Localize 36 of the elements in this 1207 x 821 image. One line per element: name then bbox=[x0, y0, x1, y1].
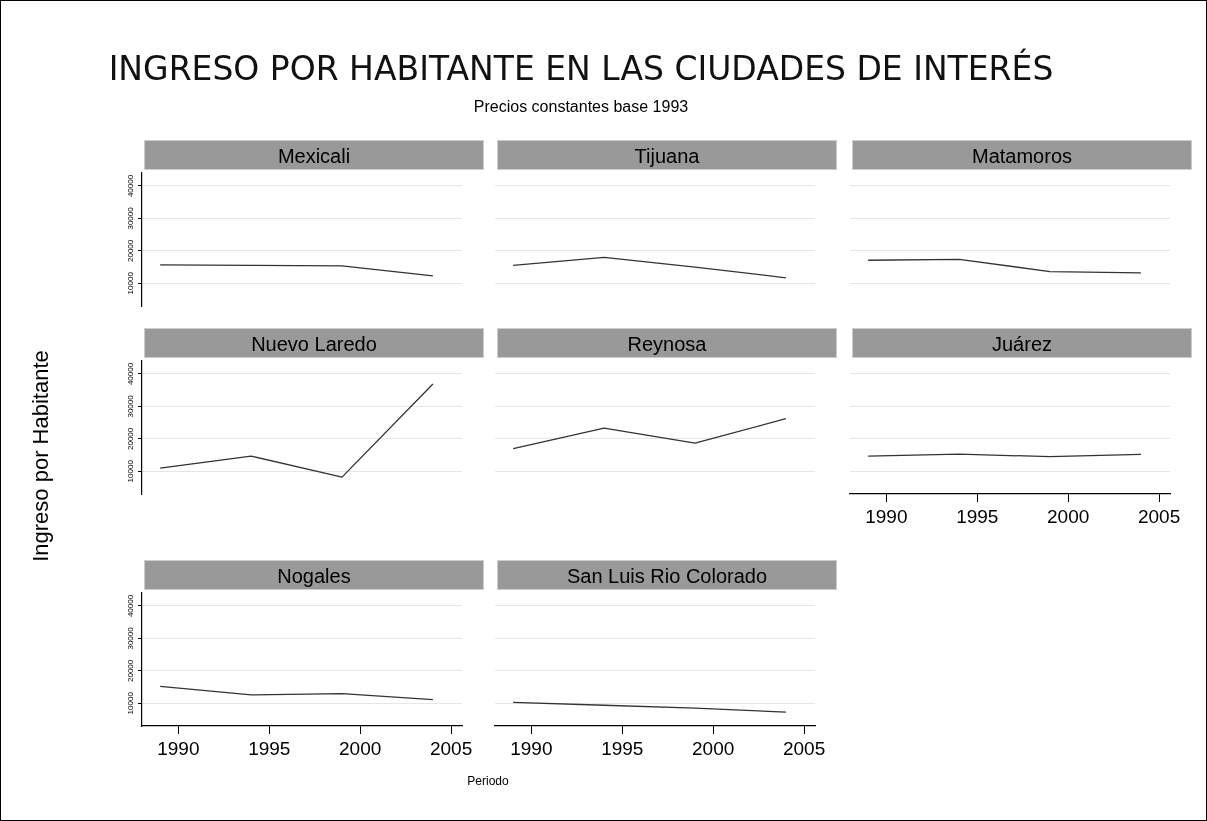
x-tick-label: 1995 bbox=[248, 737, 291, 759]
chart-title: Juárez bbox=[852, 328, 1192, 358]
x-axis-title: Periodo bbox=[467, 774, 509, 788]
x-tick-label: 2005 bbox=[1137, 505, 1181, 527]
y-tick-label: 10000 bbox=[126, 459, 136, 483]
chart-title: Tijuana bbox=[497, 140, 837, 170]
x-tick-label: 1995 bbox=[601, 737, 644, 759]
y-tick-label: 20000 bbox=[126, 659, 136, 682]
y-tick-label: 10000 bbox=[126, 691, 136, 715]
x-tick-label: 2005 bbox=[782, 737, 826, 759]
x-tick-label: 2000 bbox=[692, 737, 735, 759]
chart-title: Nogales bbox=[144, 560, 484, 590]
y-tick-label: 10000 bbox=[126, 271, 136, 295]
y-tick-label: 40000 bbox=[126, 362, 136, 386]
x-tick-label: 2000 bbox=[339, 737, 382, 759]
x-tick-label: 1990 bbox=[865, 505, 908, 527]
chart-title: Mexicali bbox=[144, 140, 484, 170]
chart-title: Nuevo Laredo bbox=[144, 328, 484, 358]
y-tick-label: 20000 bbox=[126, 427, 136, 450]
y-tick-label: 30000 bbox=[126, 206, 136, 230]
chart-title: Reynosa bbox=[497, 328, 837, 358]
y-tick-label: 40000 bbox=[126, 174, 136, 198]
text: Precios constantes base 1993 bbox=[472, 98, 690, 116]
y-axis-title: Ingreso por Habitante bbox=[28, 350, 54, 562]
y-tick-label: 20000 bbox=[126, 239, 136, 262]
y-tick-label: 30000 bbox=[126, 394, 136, 418]
x-tick-label: 1990 bbox=[157, 737, 200, 759]
y-tick-label: 40000 bbox=[126, 594, 136, 618]
text: INGRESO POR HABITANTE EN LAS CIUDADES DE INTERÉS bbox=[107, 49, 1055, 88]
y-tick-label: 30000 bbox=[126, 626, 136, 650]
x-tick-label: 2005 bbox=[429, 737, 473, 759]
x-tick-label: 1995 bbox=[956, 505, 999, 527]
chart-title: San Luis Rio Colorado bbox=[497, 560, 837, 590]
x-tick-label: 2000 bbox=[1047, 505, 1090, 527]
chart-title: Matamoros bbox=[852, 140, 1192, 170]
x-tick-label: 1990 bbox=[510, 737, 553, 759]
